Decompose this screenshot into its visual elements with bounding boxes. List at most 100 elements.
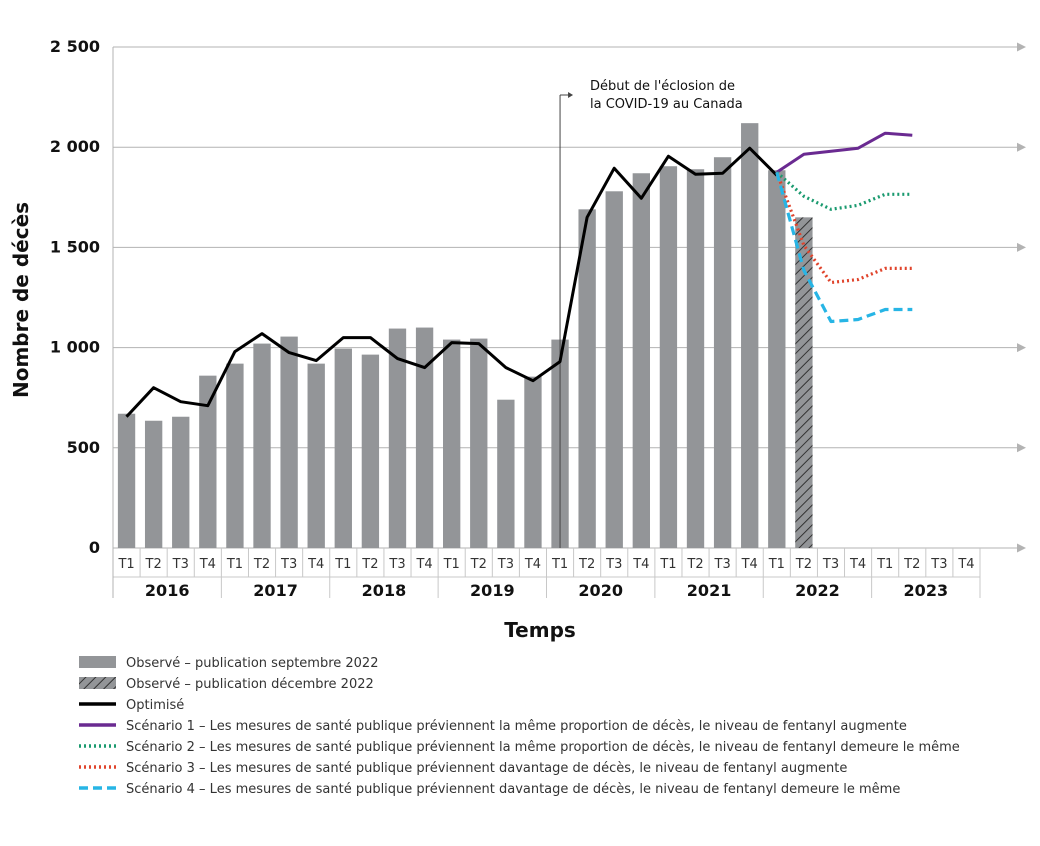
x-tick-label: T1 [226,557,243,572]
bar [226,363,244,548]
y-tick-label: 2 000 [50,137,100,156]
bar [713,157,732,548]
series-lines [125,131,913,418]
x-tick-label: T2 [903,557,920,572]
bar [632,173,650,548]
annotation-line-2: la COVID-19 au Canada [590,97,743,112]
series-line-4 [775,171,913,324]
year-label: 2016 [145,581,190,600]
x-tick-label: T4 [307,557,324,572]
x-tick-label: T2 [145,557,162,572]
year-label: 2018 [362,581,407,600]
x-axis-title: Temps [504,618,576,642]
y-tick-label: 2 500 [50,37,100,56]
legend-label: Observé – publication décembre 2022 [126,677,374,692]
y-tick-label: 0 [89,538,100,557]
x-tick-label: T1 [876,557,893,572]
gridline-arrow [1017,543,1026,553]
covid-annotation: Début de l'éclosion de la COVID-19 au Ca… [559,79,743,548]
series-line-1 [775,131,913,174]
legend-label: Scénario 4 – Les mesures de santé publiq… [126,782,900,797]
year-label: 2021 [687,581,732,600]
bars [117,123,813,548]
x-tick-label: T2 [253,557,270,572]
bar [388,328,407,548]
bar [443,339,461,548]
year-label: 2023 [904,581,949,600]
x-tick-label: T1 [443,557,460,572]
bar [686,169,705,548]
x-tick-label: T4 [957,557,974,572]
x-tick-label: T2 [361,557,378,572]
bar [659,166,678,548]
bar [334,348,352,548]
x-tick-label: T3 [714,557,731,572]
y-tick-label: 1 000 [50,338,100,357]
gridline-arrow [1017,343,1026,353]
x-tick-label: T2 [578,557,595,572]
grid [113,42,1026,553]
gridline-arrow [1017,142,1026,152]
legend-label: Scénario 2 – Les mesures de santé publiq… [126,740,960,755]
x-tick-label: T3 [605,557,622,572]
y-tick-label: 500 [67,438,100,457]
year-label: 2019 [470,581,515,600]
legend-swatch [79,677,116,689]
bar [117,413,136,548]
x-tick-label: T4 [849,557,866,572]
bar [741,123,759,548]
x-tick-label: T4 [199,557,216,572]
x-tick-label: T4 [415,557,432,572]
x-tick-label: T1 [768,557,785,572]
x-tick-label: T4 [741,557,758,572]
x-tick-label: T3 [172,557,189,572]
year-label: 2020 [578,581,623,600]
x-tick-label: T1 [659,557,676,572]
annotation-line-1: Début de l'éclosion de [590,79,735,94]
bar [605,191,623,548]
legend: Observé – publication septembre 2022 Obse… [79,656,960,797]
legend-swatch [79,656,116,668]
series-line-2 [775,171,913,211]
x-tick-label: T4 [632,557,649,572]
bar [470,338,488,548]
bar [253,343,271,548]
year-label: 2017 [253,581,298,600]
bar [280,336,298,548]
x-tick-label: T3 [280,557,297,572]
x-tick-label: T2 [686,557,703,572]
y-axis: 0 500 1 000 1 500 2 000 2 500 [50,37,114,598]
x-tick-label: T3 [930,557,947,572]
x-tick-label: T4 [524,557,541,572]
bar [172,416,190,548]
bar [415,327,434,548]
x-axis: T1 T2 T3 T4 T1 T2 T3 T4 T1 T2 T3 T4 T1 T2 T3 T4 T1 T2 T3 T4… [113,548,981,600]
legend-label: Scénario 3 – Les mesures de santé publiq… [126,761,847,776]
x-tick-label: T1 [117,557,134,572]
y-axis-title: Nombre de décès [9,202,33,398]
bar [199,375,217,548]
year-label: 2022 [795,581,840,600]
bar [307,363,325,548]
x-tick-label: T3 [497,557,514,572]
legend-label: Optimisé [126,698,184,713]
bar-hatched [795,217,813,548]
annotation-arrow [568,92,574,98]
bar [578,209,596,548]
x-tick-label: T2 [470,557,487,572]
gridline-arrow [1017,242,1026,252]
legend-label: Observé – publication septembre 2022 [126,656,378,671]
x-tick-label: T1 [551,557,568,572]
bar [144,420,163,548]
legend-label: Scénario 1 – Les mesures de santé publiq… [126,719,907,734]
bar [768,170,786,548]
x-tick-label: T3 [388,557,405,572]
x-tick-label: T1 [334,557,351,572]
series-line-0 [125,146,778,418]
bar [361,354,380,548]
bar [497,399,515,548]
bar [524,376,542,548]
gridline-arrow [1017,443,1026,453]
x-tick-label: T2 [795,557,812,572]
